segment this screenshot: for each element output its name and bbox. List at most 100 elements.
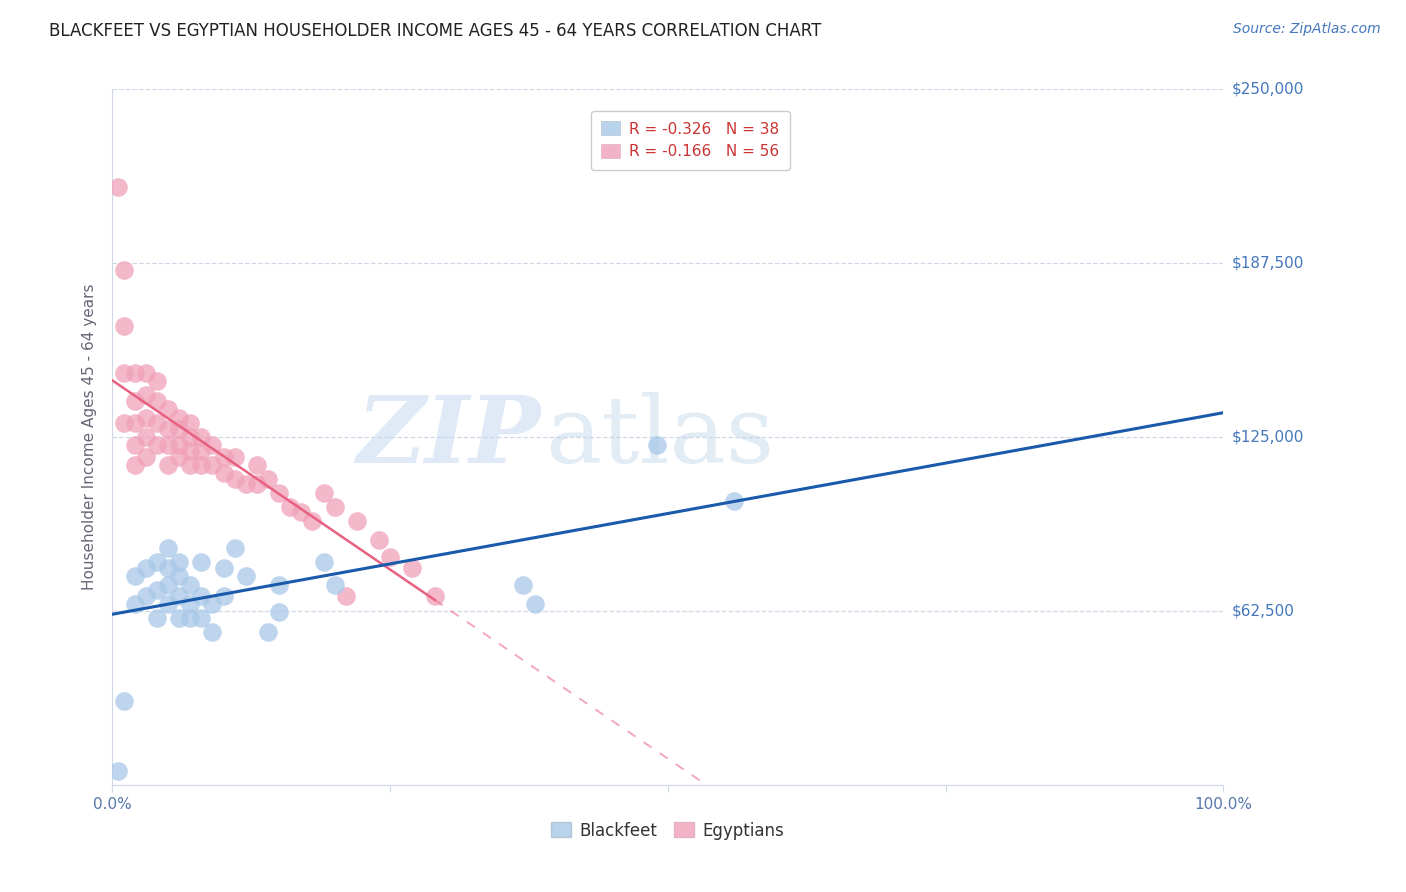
- Point: [135, 366, 157, 380]
- Point: [124, 569, 146, 583]
- Point: [112, 263, 135, 277]
- Point: [179, 444, 201, 458]
- Point: [423, 589, 446, 603]
- Point: [167, 611, 190, 625]
- Point: [212, 467, 235, 481]
- Point: [267, 606, 291, 620]
- Point: [107, 764, 129, 778]
- Point: [124, 597, 146, 611]
- Point: [323, 500, 346, 514]
- Text: $250,000: $250,000: [1232, 82, 1303, 96]
- Point: [212, 561, 235, 575]
- Point: [212, 589, 235, 603]
- Point: [312, 485, 335, 500]
- Point: [112, 318, 135, 333]
- Point: [235, 569, 257, 583]
- Point: [146, 416, 169, 430]
- Point: [167, 555, 190, 569]
- Point: [135, 450, 157, 464]
- Point: [190, 430, 212, 444]
- Point: [235, 477, 257, 491]
- Point: [201, 458, 224, 472]
- Y-axis label: Householder Income Ages 45 - 64 years: Householder Income Ages 45 - 64 years: [82, 284, 97, 591]
- Point: [135, 430, 157, 444]
- Point: [645, 438, 668, 452]
- Point: [157, 438, 180, 452]
- Text: ZIP: ZIP: [356, 392, 540, 482]
- Point: [246, 458, 269, 472]
- Point: [179, 597, 201, 611]
- Point: [401, 561, 423, 575]
- Point: [157, 402, 180, 417]
- Point: [167, 569, 190, 583]
- Point: [124, 393, 146, 408]
- Point: [179, 430, 201, 444]
- Point: [224, 472, 246, 486]
- Point: [157, 597, 180, 611]
- Point: [157, 458, 180, 472]
- Point: [201, 438, 224, 452]
- Point: [167, 589, 190, 603]
- Point: [146, 438, 169, 452]
- Point: [157, 541, 180, 556]
- Point: [257, 472, 280, 486]
- Point: [335, 589, 357, 603]
- Point: [368, 533, 391, 547]
- Point: [190, 458, 212, 472]
- Point: [179, 458, 201, 472]
- Point: [190, 444, 212, 458]
- Point: [107, 179, 129, 194]
- Text: $125,000: $125,000: [1232, 430, 1303, 444]
- Point: [146, 611, 169, 625]
- Point: [190, 611, 212, 625]
- Point: [523, 597, 546, 611]
- Point: [346, 514, 368, 528]
- Point: [146, 375, 169, 389]
- Point: [146, 583, 169, 598]
- Point: [246, 477, 269, 491]
- Point: [112, 366, 135, 380]
- Point: [157, 561, 180, 575]
- Point: [278, 500, 301, 514]
- Point: [267, 577, 291, 591]
- Point: [135, 589, 157, 603]
- Point: [179, 577, 201, 591]
- Point: [157, 422, 180, 436]
- Point: [124, 438, 146, 452]
- Point: [224, 541, 246, 556]
- Point: [212, 450, 235, 464]
- Point: [124, 416, 146, 430]
- Point: [146, 555, 169, 569]
- Point: [167, 422, 190, 436]
- Text: BLACKFEET VS EGYPTIAN HOUSEHOLDER INCOME AGES 45 - 64 YEARS CORRELATION CHART: BLACKFEET VS EGYPTIAN HOUSEHOLDER INCOME…: [49, 22, 821, 40]
- Point: [124, 458, 146, 472]
- Point: [323, 577, 346, 591]
- Text: atlas: atlas: [546, 392, 775, 482]
- Point: [135, 561, 157, 575]
- Text: $62,500: $62,500: [1232, 604, 1295, 618]
- Point: [167, 410, 190, 425]
- Point: [201, 624, 224, 639]
- Point: [301, 514, 323, 528]
- Point: [512, 577, 534, 591]
- Point: [179, 611, 201, 625]
- Text: Source: ZipAtlas.com: Source: ZipAtlas.com: [1233, 22, 1381, 37]
- Point: [157, 577, 180, 591]
- Point: [135, 410, 157, 425]
- Point: [224, 450, 246, 464]
- Point: [201, 597, 224, 611]
- Point: [124, 366, 146, 380]
- Point: [179, 416, 201, 430]
- Point: [167, 438, 190, 452]
- Point: [112, 416, 135, 430]
- Point: [167, 450, 190, 464]
- Point: [190, 589, 212, 603]
- Point: [267, 485, 291, 500]
- Legend: Blackfeet, Egyptians: Blackfeet, Egyptians: [544, 815, 792, 847]
- Text: $187,500: $187,500: [1232, 256, 1303, 270]
- Point: [257, 624, 280, 639]
- Point: [290, 505, 312, 519]
- Point: [146, 393, 169, 408]
- Point: [135, 388, 157, 402]
- Point: [190, 555, 212, 569]
